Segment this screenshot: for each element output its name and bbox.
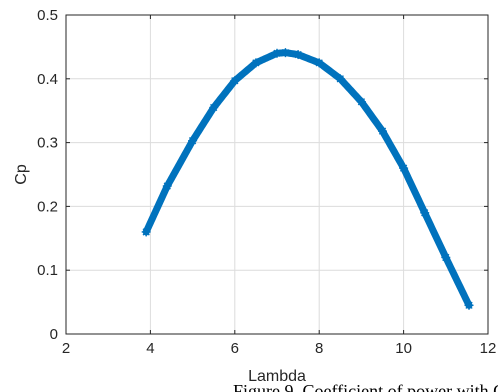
x-axis-label: Lambda [248,368,306,385]
x-tick-label: 6 [231,340,239,357]
tick-labels: 2 4 6 8 10 12 0 0.1 0.2 0.3 0.4 0.5 [37,7,496,357]
data-point-marker [230,76,240,86]
data-point-marker [251,58,261,68]
y-tick-label: 0.3 [37,135,58,152]
data-point-marker [356,97,366,107]
y-tick-label: 0.1 [37,262,58,279]
data-point-marker [378,126,387,136]
plot-background [66,15,488,334]
y-tick-label: 0.4 [37,71,58,88]
x-tick-label: 8 [315,340,323,357]
data-point-marker [188,136,198,146]
data-series [141,48,474,310]
x-tick-label: 10 [395,340,412,357]
data-point-marker [293,50,303,60]
data-point-marker [464,300,474,310]
data-point-marker [335,74,345,84]
data-point-marker [141,227,151,237]
y-axis-label: Cp [13,164,30,185]
data-point-marker [441,252,451,262]
x-tick-label: 12 [480,340,497,357]
y-tick-label: 0.2 [37,198,58,215]
data-point-marker [272,48,282,58]
data-point-marker [209,103,219,113]
x-tick-label: 2 [62,340,70,357]
y-tick-label: 0.5 [37,7,58,24]
plot-box [65,14,489,335]
data-point-marker [280,48,290,58]
y-tick-label: 0 [50,326,58,343]
data-point-marker [314,58,324,68]
figure-caption: Figure 9. Coefficient of power with Gamm… [233,381,498,392]
axis-ticks [65,14,489,335]
data-point-marker [162,181,172,191]
data-point-marker [420,208,430,218]
series-line [142,49,473,309]
data-point-marker [399,163,409,173]
x-tick-label: 4 [146,340,154,357]
caption-mask [150,382,498,392]
